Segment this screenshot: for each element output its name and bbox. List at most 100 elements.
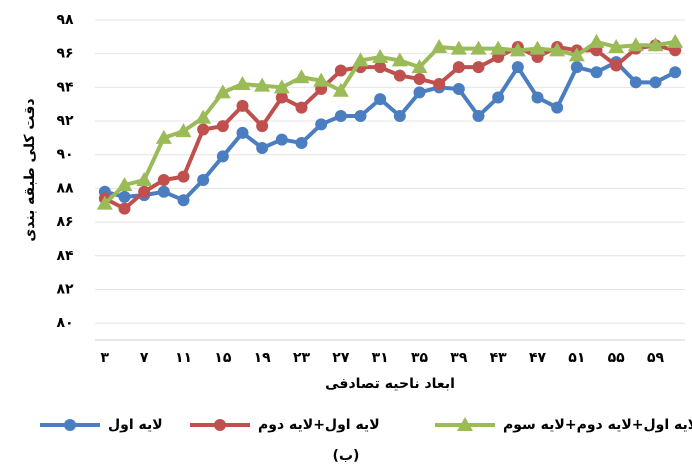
data-point [608, 38, 625, 53]
y-tick-label: ۸۴ [56, 248, 74, 264]
data-point [667, 33, 684, 48]
data-point [472, 61, 485, 74]
x-tick-label: ۴۳ [490, 350, 508, 366]
data-point [138, 185, 151, 198]
data-point [315, 118, 328, 131]
data-point [293, 69, 310, 84]
data-point [509, 42, 526, 57]
x-tick-label: ۴۷ [529, 350, 547, 366]
x-tick-label: ۵۹ [647, 350, 665, 366]
data-point [214, 84, 231, 99]
data-point [431, 38, 448, 53]
data-point [236, 126, 249, 139]
x-tick-label: ۵۵ [608, 350, 626, 366]
data-point [216, 120, 229, 133]
data-point [157, 185, 170, 198]
y-tick-label: ۸۰ [56, 315, 73, 331]
data-point [118, 202, 131, 215]
legend-label: لایه اول+لایه دوم [258, 417, 380, 433]
data-point [352, 52, 369, 67]
series-line [103, 39, 676, 206]
x-tick-label: ۲۳ [293, 350, 311, 366]
x-tick-label: ۲۷ [332, 350, 350, 366]
data-point [177, 194, 190, 207]
data-point [273, 79, 290, 94]
data-point [256, 142, 269, 154]
data-point [568, 47, 585, 62]
data-point [529, 40, 546, 55]
legend-label: لایه اول [108, 417, 163, 433]
x-tick-label: ۱۱ [175, 350, 192, 366]
data-point [256, 120, 269, 133]
legend-marker [457, 417, 473, 431]
data-point [472, 110, 485, 122]
y-tick-label: ۸۶ [56, 214, 73, 230]
data-point [393, 69, 406, 82]
data-point [647, 37, 664, 52]
data-point [175, 123, 192, 138]
data-point [511, 61, 524, 74]
data-point [372, 49, 389, 64]
data-point [155, 129, 172, 144]
data-point [450, 40, 467, 55]
data-point [649, 76, 662, 89]
data-point [627, 37, 644, 52]
data-point [411, 59, 428, 74]
data-point [216, 150, 229, 163]
x-tick-label: ۵۱ [568, 350, 585, 366]
data-point [295, 101, 308, 114]
y-tick-label: ۹۶ [56, 46, 73, 62]
data-point [629, 76, 642, 89]
data-point [116, 177, 133, 192]
data-point [254, 77, 271, 92]
data-point [570, 61, 583, 74]
data-point [413, 86, 426, 99]
y-tick-label: ۸۲ [56, 281, 74, 297]
data-point [490, 40, 507, 55]
data-point [590, 66, 603, 79]
y-tick-label: ۸۸ [56, 180, 74, 196]
caption: (ب) [333, 448, 360, 464]
data-point [236, 99, 249, 112]
y-tick-label: ۹۸ [56, 12, 74, 28]
data-point [334, 110, 347, 122]
y-tick-label: ۹۲ [56, 113, 74, 129]
legend-marker [64, 419, 76, 431]
x-tick-label: ۳۹ [450, 350, 468, 366]
data-point [177, 170, 190, 183]
data-point [433, 78, 446, 90]
data-point [531, 91, 544, 104]
y-tick-label: ۹۰ [56, 147, 73, 163]
data-point [118, 190, 131, 203]
y-axis-title: دقت کلی طبقه بندی [22, 98, 38, 241]
data-point [96, 195, 113, 210]
data-point [313, 72, 330, 87]
data-point [452, 83, 465, 96]
data-point [332, 82, 349, 97]
x-axis-title: ابعاد ناحیه تصادفی [325, 376, 455, 392]
data-point [354, 110, 367, 122]
data-point [275, 91, 288, 104]
data-point [610, 59, 623, 72]
x-tick-label: ۳ [101, 350, 110, 366]
data-point [669, 66, 682, 79]
x-tick-label: ۱۹ [254, 350, 272, 366]
data-point [197, 123, 210, 136]
x-tick-label: ۱۵ [214, 350, 232, 366]
legend-marker [214, 419, 226, 431]
data-point [492, 91, 505, 104]
legend-label: لایه اول+لایه دوم+لایه سوم [503, 417, 692, 433]
data-point [334, 64, 347, 77]
data-point [374, 61, 387, 74]
data-point [549, 42, 566, 57]
data-point [452, 61, 465, 74]
data-point [551, 101, 564, 114]
data-point [275, 133, 288, 146]
data-point [413, 72, 426, 85]
data-point [195, 109, 212, 124]
data-point [136, 172, 153, 186]
data-point [234, 76, 251, 90]
data-point [157, 174, 170, 186]
data-point [197, 174, 210, 186]
